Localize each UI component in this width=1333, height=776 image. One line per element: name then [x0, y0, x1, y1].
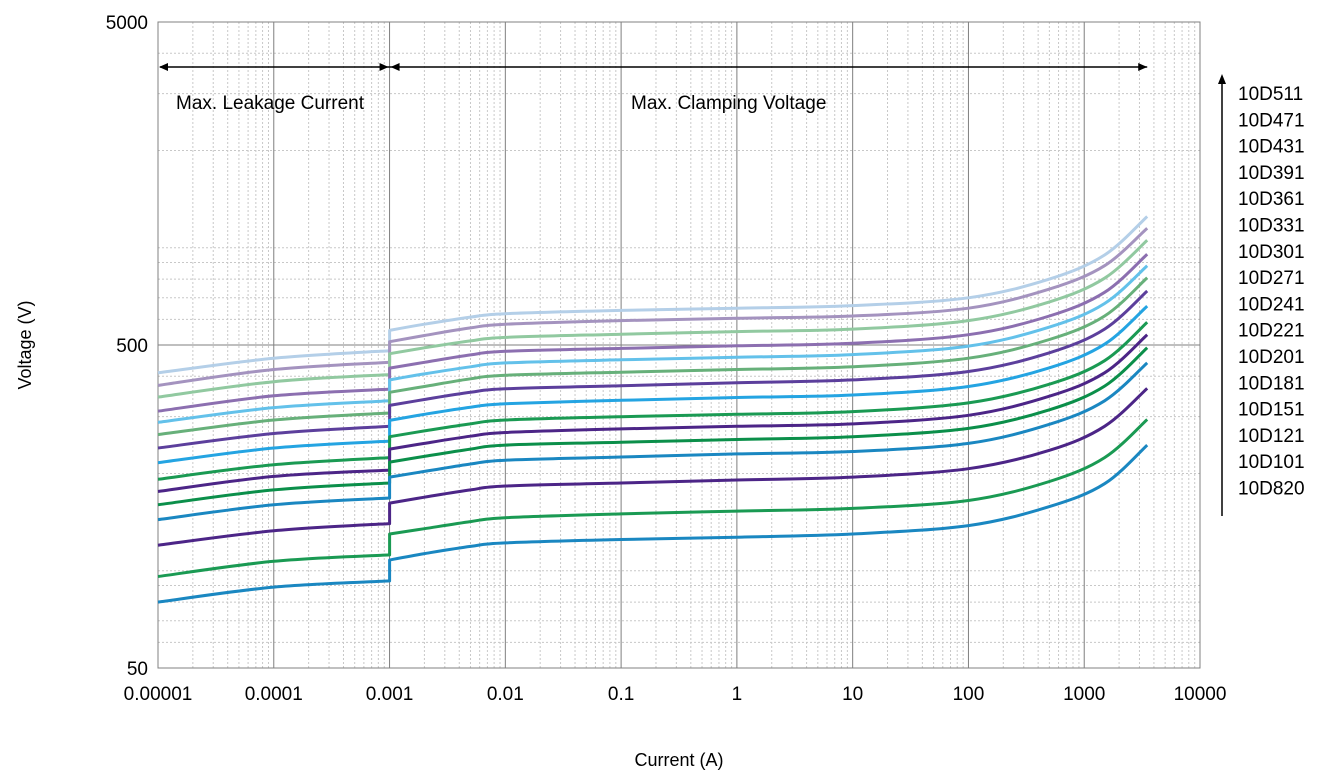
- series-lines: [157, 215, 1149, 604]
- x-tick-label: 100: [953, 684, 985, 705]
- legend-item: 10D101: [1238, 452, 1305, 473]
- series-line-10D471: [157, 227, 1149, 387]
- legend-item: 10D301: [1238, 242, 1305, 263]
- x-tick-label: 0.01: [487, 684, 524, 705]
- legend-item: 10D820: [1238, 479, 1305, 500]
- legend-item: 10D121: [1238, 426, 1305, 447]
- arrowhead-clamp-right: [1138, 63, 1148, 71]
- arrowhead-leak-right: [379, 63, 389, 71]
- series-line-10D241: [157, 321, 1149, 481]
- legend-item: 10D201: [1238, 347, 1305, 368]
- legend-item: 10D181: [1238, 373, 1305, 394]
- x-tick-label: 10000: [1174, 684, 1227, 705]
- legend-item: 10D471: [1238, 110, 1305, 131]
- x-axis-label: Current (A): [634, 750, 723, 770]
- x-tick-label: 0.1: [608, 684, 634, 705]
- legend-item: 10D331: [1238, 216, 1305, 237]
- x-tick-label: 0.001: [366, 684, 414, 705]
- annotation-leakage: Max. Leakage Current: [176, 93, 365, 114]
- legend-item: 10D241: [1238, 294, 1305, 315]
- region-arrows: [159, 63, 1148, 71]
- x-tick-label: 10: [842, 684, 863, 705]
- series-line-10D431: [157, 239, 1149, 399]
- x-tick-label: 0.0001: [245, 684, 303, 705]
- arrowhead-left: [159, 63, 168, 71]
- y-tick-label: 500: [116, 336, 148, 357]
- series-line-10D181: [157, 361, 1149, 522]
- series-line-10D271: [157, 304, 1149, 465]
- y-tick-label: 5000: [106, 13, 148, 34]
- series-line-10D221: [157, 333, 1149, 493]
- arrowheads: [159, 63, 1148, 71]
- series-line-10D391: [157, 253, 1149, 413]
- legend-item: 10D511: [1238, 84, 1303, 105]
- series-line-10D301: [157, 289, 1149, 450]
- legend-item: 10D271: [1238, 268, 1305, 289]
- x-tick-label: 1000: [1063, 684, 1105, 705]
- legend-item: 10D151: [1238, 400, 1305, 421]
- x-tick-label: 0.00001: [124, 684, 193, 705]
- series-line-10D121: [157, 418, 1149, 578]
- legend-item: 10D221: [1238, 321, 1305, 342]
- series-line-10D201: [157, 346, 1149, 507]
- x-tick-labels: 0.00001 0.0001 0.001 0.01 0.1 1 10 100 1000 10000: [124, 684, 1227, 705]
- annotation-clamping: Max. Clamping Voltage: [631, 93, 826, 114]
- x-tick-label: 1: [732, 684, 743, 705]
- series-line-10D151: [157, 387, 1149, 547]
- plot-frame: [157, 21, 1201, 669]
- arrowhead-clamp-left: [390, 63, 400, 71]
- y-axis-label: Voltage (V): [15, 300, 35, 389]
- legend: 10D511 10D471 10D431 10D391 10D361 10D331 10D3…: [1238, 84, 1305, 500]
- series-line-10D101: [157, 443, 1149, 604]
- y-tick-label: 50: [127, 659, 148, 680]
- series-line-10D511: [157, 215, 1149, 375]
- y-tick-labels: 50 500 5000: [106, 13, 148, 680]
- legend-item: 10D391: [1238, 163, 1305, 184]
- series-line-10D361: [157, 264, 1149, 424]
- legend-item: 10D431: [1238, 137, 1305, 158]
- legend-item: 10D361: [1238, 189, 1305, 210]
- series-line-10D331: [157, 276, 1149, 437]
- legend-arrowhead: [1218, 74, 1226, 84]
